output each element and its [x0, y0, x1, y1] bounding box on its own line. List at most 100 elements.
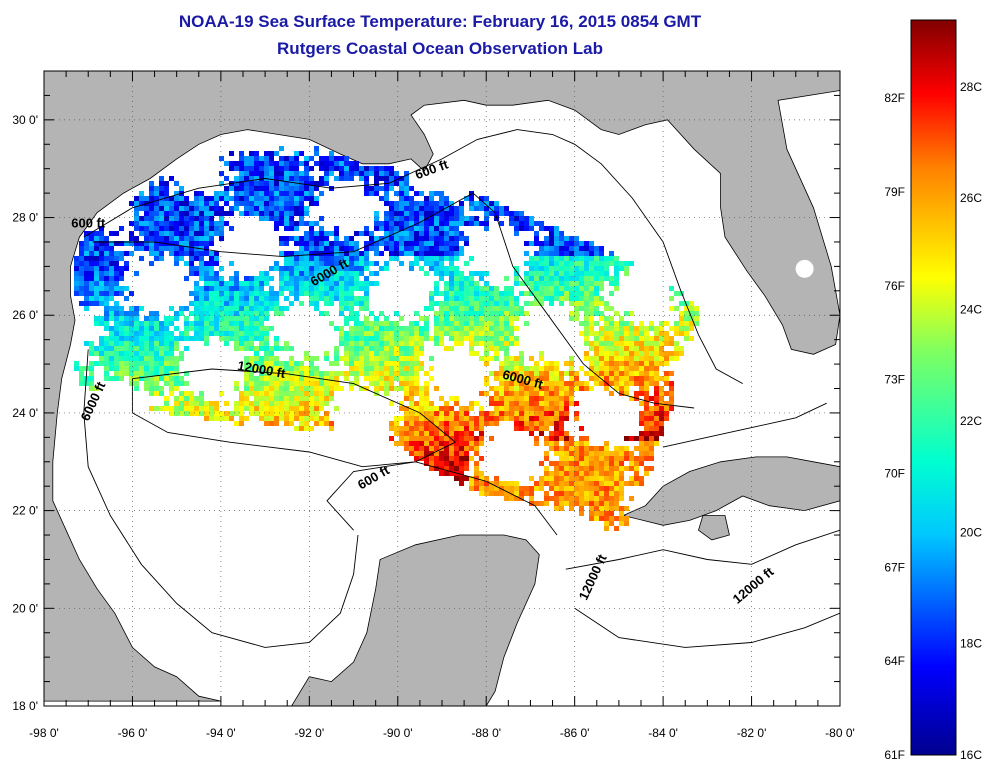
sst-pixel [584, 281, 589, 286]
sst-pixel [524, 421, 529, 426]
sst-pixel [594, 486, 599, 491]
sst-pixel [294, 401, 299, 406]
sst-pixel [649, 456, 654, 461]
sst-pixel [494, 211, 499, 216]
contour-6000ft-north [92, 192, 695, 409]
sst-pixel [289, 421, 294, 426]
sst-pixel [239, 191, 244, 196]
sst-pixel [609, 371, 614, 376]
sst-pixel [479, 421, 484, 426]
sst-pixel [589, 361, 594, 366]
sst-pixel [559, 401, 564, 406]
sst-pixel [499, 331, 504, 336]
sst-pixel [424, 396, 429, 401]
sst-pixel [524, 391, 529, 396]
sst-pixel [364, 256, 369, 261]
sst-pixel [504, 391, 509, 396]
sst-pixel [444, 291, 449, 296]
sst-pixel [319, 216, 324, 221]
sst-pixel [334, 281, 339, 286]
sst-pixel [419, 396, 424, 401]
sst-pixel [474, 326, 479, 331]
sst-pixel [434, 201, 439, 206]
sst-pixel [189, 336, 194, 341]
sst-pixel [184, 251, 189, 256]
sst-pixel [534, 361, 539, 366]
yucatan-land [291, 534, 540, 706]
sst-pixel [674, 291, 679, 296]
sst-pixel [229, 196, 234, 201]
sst-pixel [234, 181, 239, 186]
sst-pixel [484, 321, 489, 326]
sst-pixel [359, 231, 364, 236]
sst-pixel [489, 286, 494, 291]
sst-pixel [364, 231, 369, 236]
sst-pixel [144, 346, 149, 351]
sst-pixel [634, 391, 639, 396]
sst-pixel [489, 401, 494, 406]
sst-pixel [504, 491, 509, 496]
sst-pixel [609, 496, 614, 501]
sst-pixel [634, 336, 639, 341]
sst-pixel [449, 211, 454, 216]
sst-pixel [659, 321, 664, 326]
sst-pixel [249, 401, 254, 406]
sst-pixel [544, 456, 549, 461]
sst-pixel [429, 226, 434, 231]
sst-pixel [464, 456, 469, 461]
sst-pixel [559, 476, 564, 481]
sst-pixel [199, 266, 204, 271]
sst-pixel [614, 341, 619, 346]
sst-pixel [554, 261, 559, 266]
sst-pixel [299, 366, 304, 371]
sst-pixel [409, 416, 414, 421]
sst-pixel [404, 331, 409, 336]
sst-pixel [279, 291, 284, 296]
sst-pixel [594, 246, 599, 251]
sst-pixel [179, 186, 184, 191]
sst-pixel [384, 381, 389, 386]
sst-pixel [149, 371, 154, 376]
sst-pixel [344, 321, 349, 326]
sst-pixel [299, 161, 304, 166]
sst-pixel [264, 391, 269, 396]
sst-pixel [379, 251, 384, 256]
sst-pixel [234, 386, 239, 391]
sst-pixel [149, 376, 154, 381]
sst-pixel [589, 446, 594, 451]
sst-pixel [239, 306, 244, 311]
sst-pixel [99, 236, 104, 241]
sst-pixel [289, 371, 294, 376]
sst-pixel [179, 196, 184, 201]
sst-pixel [624, 361, 629, 366]
sst-pixel [214, 231, 219, 236]
sst-pixel [399, 426, 404, 431]
sst-pixel [409, 386, 414, 391]
sst-pixel [204, 291, 209, 296]
sst-pixel [314, 181, 319, 186]
sst-pixel [459, 466, 464, 471]
sst-pixel [189, 221, 194, 226]
sst-pixel [549, 261, 554, 266]
sst-pixel [614, 336, 619, 341]
sst-pixel [569, 356, 574, 361]
sst-pixel [274, 361, 279, 366]
sst-pixel [539, 291, 544, 296]
sst-pixel [329, 381, 334, 386]
sst-pixel [259, 376, 264, 381]
sst-pixel [174, 221, 179, 226]
sst-pixel [109, 306, 114, 311]
sst-pixel [509, 381, 514, 386]
sst-pixel [594, 371, 599, 376]
sst-pixel [149, 346, 154, 351]
sst-pixel [279, 311, 284, 316]
sst-pixel [304, 386, 309, 391]
sst-pixel [579, 386, 584, 391]
sst-pixel [144, 241, 149, 246]
sst-pixel [114, 306, 119, 311]
sst-pixel [124, 321, 129, 326]
sst-pixel [154, 361, 159, 366]
sst-pixel [344, 166, 349, 171]
sst-pixel [374, 381, 379, 386]
sst-pixel [574, 386, 579, 391]
